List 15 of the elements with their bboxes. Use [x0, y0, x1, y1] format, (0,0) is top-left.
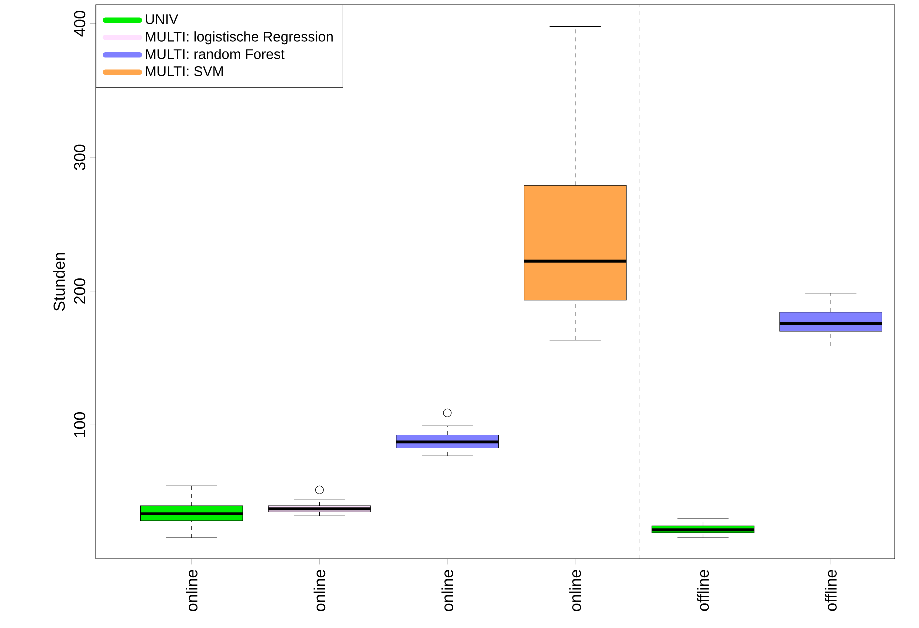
y-axis-title: Stunden: [53, 253, 66, 312]
x-tick-label: online: [570, 570, 582, 612]
legend-label: MULTI: SVM: [146, 66, 223, 76]
legend-label: UNIV: [146, 14, 178, 24]
x-tick-label: online: [186, 570, 198, 612]
y-tick-label: 300: [74, 144, 86, 170]
x-tick-label: online: [314, 570, 326, 612]
x-tick-label: offline: [825, 570, 837, 612]
legend-label: MULTI: logistische Regression: [146, 32, 333, 45]
y-tick-label: 100: [74, 412, 86, 438]
y-tick-label: 400: [74, 11, 86, 37]
y-tick-label: 200: [74, 278, 86, 304]
x-tick-label: offline: [697, 570, 710, 612]
x-tick-label: online: [442, 570, 454, 612]
legend-label: MULTI: random Forest: [146, 49, 285, 60]
